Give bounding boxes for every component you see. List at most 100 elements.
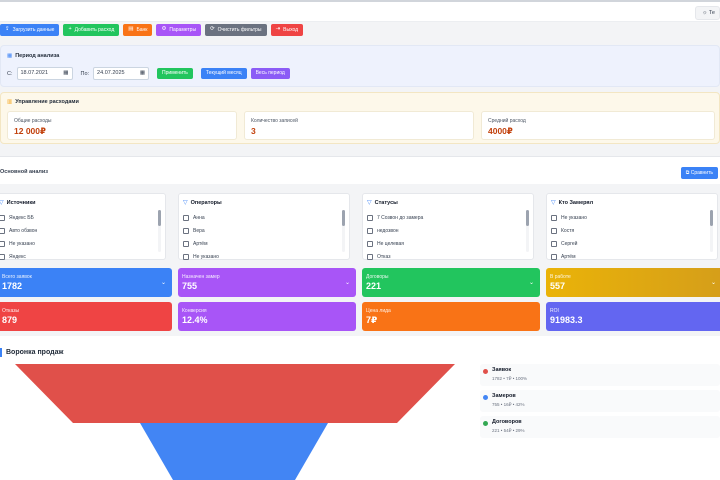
- funnel-chart: [15, 364, 455, 480]
- scrollbar[interactable]: [526, 210, 529, 252]
- checkbox[interactable]: [0, 227, 5, 234]
- filter-option[interactable]: недозвон: [367, 224, 423, 237]
- calendar-picker-icon[interactable]: ▦: [139, 70, 146, 76]
- funnel-stage-leads[interactable]: [15, 364, 455, 423]
- expenses-title: Управление расходами: [15, 99, 79, 105]
- checkbox[interactable]: [183, 253, 189, 260]
- filter-option[interactable]: Не указано: [551, 211, 587, 224]
- from-label: С:: [7, 70, 13, 77]
- calendar-picker-icon[interactable]: ▦: [63, 70, 69, 76]
- apply-button[interactable]: Применить: [157, 68, 193, 79]
- sun-icon: ☼: [702, 10, 709, 16]
- checkbox[interactable]: [367, 240, 373, 247]
- filter-statuses: ▽ Статусы 7 Созвон до замера недозвон Не …: [362, 193, 534, 260]
- compare-button[interactable]: ⧉ Сравнить: [680, 167, 718, 179]
- refresh-icon: ⟳: [210, 26, 215, 33]
- logout-button[interactable]: ⇥ Выход: [270, 24, 304, 36]
- legend-dot: [483, 395, 488, 400]
- checkbox[interactable]: [367, 214, 373, 221]
- checkbox[interactable]: [367, 253, 373, 260]
- date-to-input[interactable]: 24.07.2025 ▦: [93, 67, 150, 80]
- funnel-stage-measures[interactable]: [140, 423, 328, 480]
- legend-dot: [483, 421, 488, 426]
- top-bar: ☼ Те: [0, 0, 720, 22]
- clear-filters-button[interactable]: ⟳ Очистить фильтры: [205, 24, 267, 36]
- filter-icon: ▽: [183, 200, 188, 206]
- filter-option[interactable]: Сергей: [551, 237, 587, 250]
- add-expense-button[interactable]: + Добавить расход: [63, 24, 120, 36]
- copy-icon: ⧉: [685, 170, 691, 176]
- to-label: По:: [80, 70, 90, 77]
- section-accent: [0, 348, 2, 357]
- chevron-down-icon[interactable]: ⌄: [710, 280, 716, 286]
- funnel-legend-item: Замеров 755 • 16₽ • 42%: [480, 390, 720, 412]
- filter-option[interactable]: Яндекс ББ: [0, 211, 37, 224]
- stat-conversion: Конверсия 12.4%: [178, 302, 356, 331]
- all-period-button[interactable]: Весь период: [250, 68, 290, 79]
- main-analysis-header: Основной анализ ⧉ Сравнить: [0, 156, 720, 184]
- checkbox[interactable]: [183, 240, 189, 247]
- stat-in-progress[interactable]: В работе 557 ⌄: [546, 268, 720, 297]
- checkbox[interactable]: [0, 214, 5, 221]
- stat-lead-price: Цена лида 7₽: [362, 302, 540, 331]
- records-count-card: Количество записей 3: [244, 111, 474, 140]
- funnel-legend-item: Договоров 221 • 54₽ • 29%: [480, 416, 720, 438]
- chart-icon: ▥: [7, 99, 13, 105]
- checkbox[interactable]: [551, 253, 557, 260]
- funnel-title: Воронка продаж: [6, 349, 64, 356]
- filter-option[interactable]: Авто обзвон: [0, 224, 37, 237]
- checkbox[interactable]: [367, 227, 373, 234]
- filter-option[interactable]: Не указано: [183, 250, 219, 263]
- checkbox[interactable]: [183, 214, 189, 221]
- period-panel: ▦ Период анализа С: 18.07.2021 ▦ По: 24.0…: [0, 45, 720, 87]
- scrollbar[interactable]: [342, 210, 345, 252]
- main-analysis-title: Основной анализ: [0, 169, 49, 175]
- checkbox[interactable]: [551, 240, 557, 247]
- gear-icon: ⚙: [161, 26, 167, 33]
- settings-button[interactable]: ⚙ Параметры: [156, 24, 202, 36]
- filter-option[interactable]: Не целевая: [367, 237, 423, 250]
- filter-option[interactable]: Артём: [551, 250, 587, 263]
- checkbox[interactable]: [0, 253, 5, 260]
- legend-dot: [483, 369, 488, 374]
- chevron-down-icon[interactable]: ⌄: [344, 280, 350, 286]
- sales-funnel-section: Воронка продаж Заявок 1782 • 7₽ • 100% З…: [0, 336, 720, 480]
- upload-icon: ⇪: [5, 26, 10, 33]
- stat-contracts[interactable]: Договоры 221 ⌄: [362, 268, 540, 297]
- chevron-down-icon[interactable]: ⌄: [160, 280, 166, 286]
- filter-option[interactable]: Яндекс: [0, 250, 37, 263]
- filter-icon: ▽: [551, 200, 556, 206]
- chevron-down-icon[interactable]: ⌄: [528, 280, 534, 286]
- funnel-legend-item: Заявок 1782 • 7₽ • 100%: [480, 364, 720, 386]
- filter-icon: ▽: [0, 200, 4, 206]
- scrollbar[interactable]: [710, 210, 713, 252]
- stat-measure-scheduled[interactable]: Назначен замер 755 ⌄: [178, 268, 356, 297]
- stat-refusals: Отказы 879: [0, 302, 172, 331]
- filter-icon: ▽: [367, 200, 372, 206]
- scrollbar[interactable]: [158, 210, 161, 252]
- logout-icon: ⇥: [275, 26, 281, 33]
- date-from-input[interactable]: 18.07.2021 ▦: [16, 67, 73, 80]
- bank-button[interactable]: ▤ Банк: [123, 24, 153, 36]
- theme-toggle-button[interactable]: ☼ Те: [695, 6, 720, 20]
- toolbar: ⇪ Загрузить данные + Добавить расход ▤ Банк…: [0, 24, 304, 36]
- checkbox[interactable]: [183, 227, 189, 234]
- filter-option[interactable]: Отказ: [367, 250, 423, 263]
- filter-option[interactable]: Анна: [183, 211, 219, 224]
- average-expense-card: Средний расход 4000₽: [481, 111, 715, 140]
- checkbox[interactable]: [0, 240, 5, 247]
- filter-option[interactable]: Костя: [551, 224, 587, 237]
- checkbox[interactable]: [551, 227, 557, 234]
- filter-option[interactable]: Артём: [183, 237, 219, 250]
- calendar-icon: ▦: [7, 53, 13, 59]
- filter-option[interactable]: 7 Созвон до замера: [367, 211, 423, 224]
- current-month-button[interactable]: Текущий месяц: [200, 68, 247, 79]
- filter-option[interactable]: Не указано: [0, 237, 37, 250]
- expenses-panel: ▥ Управление расходами Общие расходы 12 …: [0, 92, 720, 144]
- total-expenses-card: Общие расходы 12 000₽: [7, 111, 237, 140]
- checkbox[interactable]: [551, 214, 557, 221]
- stat-total-leads[interactable]: Всего заявок 1782 ⌄: [0, 268, 172, 297]
- filter-option[interactable]: Вера: [183, 224, 219, 237]
- theme-label: Те: [708, 10, 715, 16]
- upload-data-button[interactable]: ⇪ Загрузить данные: [0, 24, 60, 36]
